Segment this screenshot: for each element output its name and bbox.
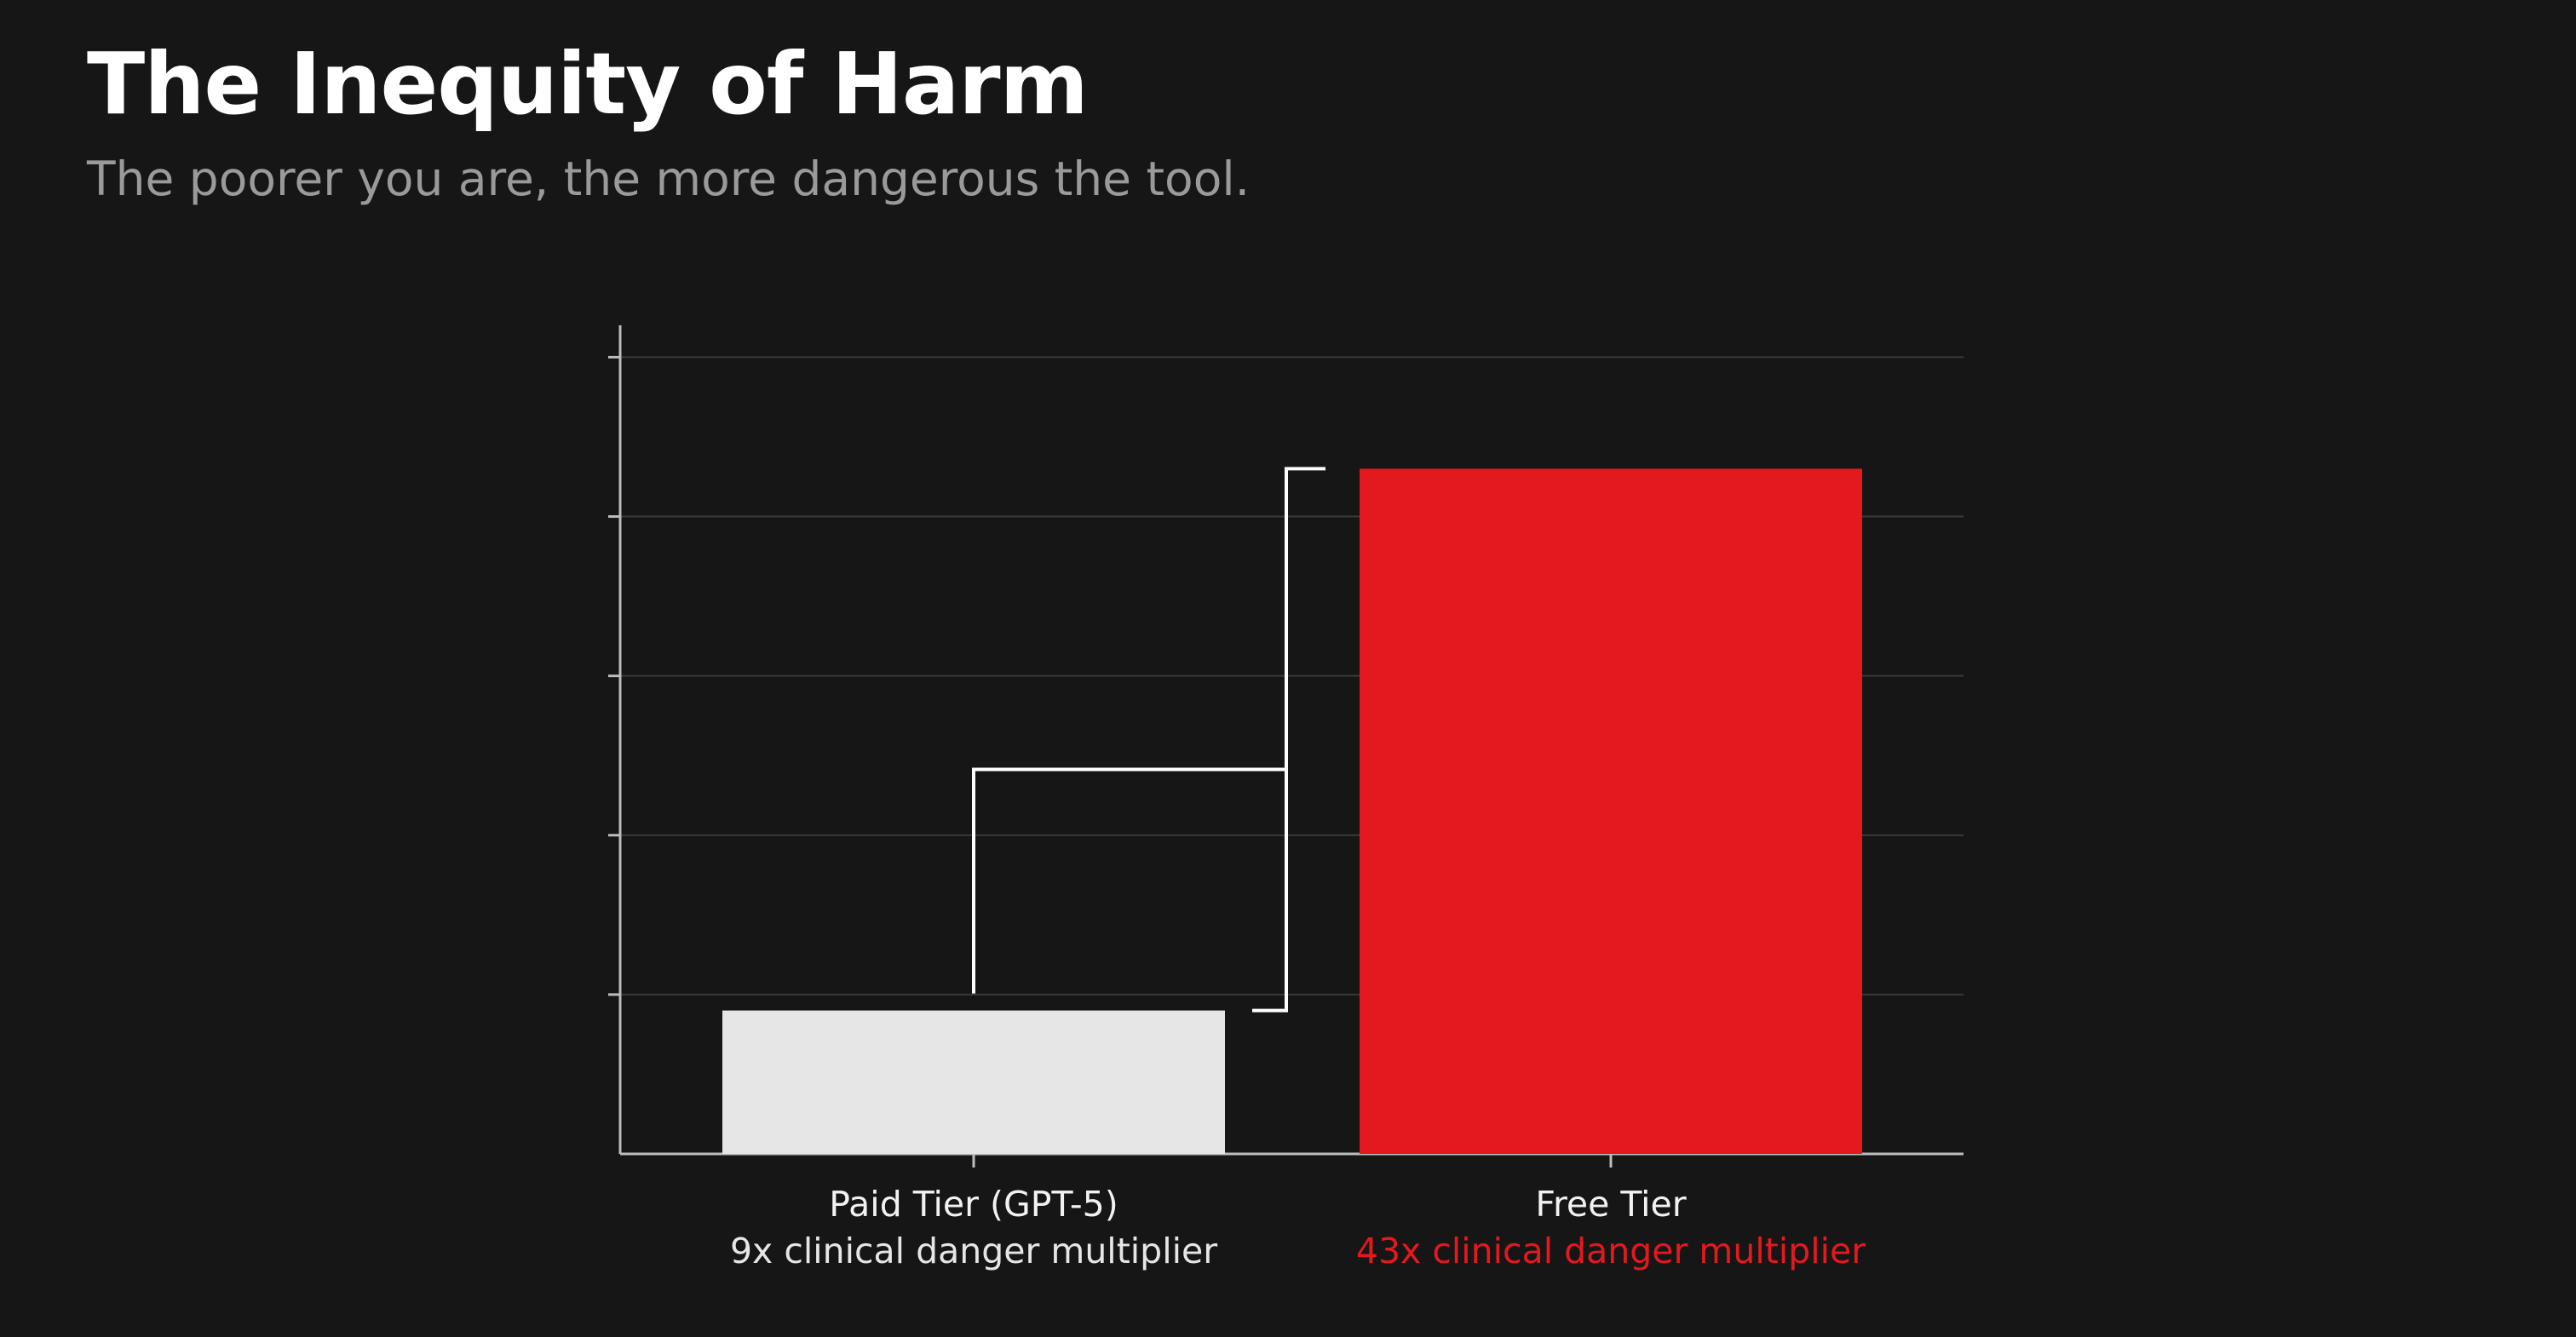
category-label-paid: Paid Tier (GPT-5) 9x clinical danger mul… [590, 1181, 1357, 1275]
data-label: 43x clinical danger multiplier [1355, 1231, 1866, 1271]
category-label-free: Free Tier 43x clinical danger multiplier [1228, 1181, 1994, 1275]
chart-title: The Inequity of Harm [87, 34, 1089, 134]
x-tick-label: Free Tier [1535, 1184, 1687, 1225]
bar-free-tier [1360, 468, 1862, 1154]
data-label: 9x clinical danger multiplier [729, 1231, 1218, 1271]
comparison-connector [972, 467, 1325, 1013]
x-tick-label: Paid Tier (GPT-5) [829, 1184, 1118, 1225]
bar-paid-tier [722, 1010, 1225, 1154]
bracket [1252, 467, 1325, 1013]
bracket-leader [972, 767, 1286, 994]
bars [722, 468, 1862, 1154]
chart-subtitle: The poorer you are, the more dangerous t… [87, 152, 1251, 206]
